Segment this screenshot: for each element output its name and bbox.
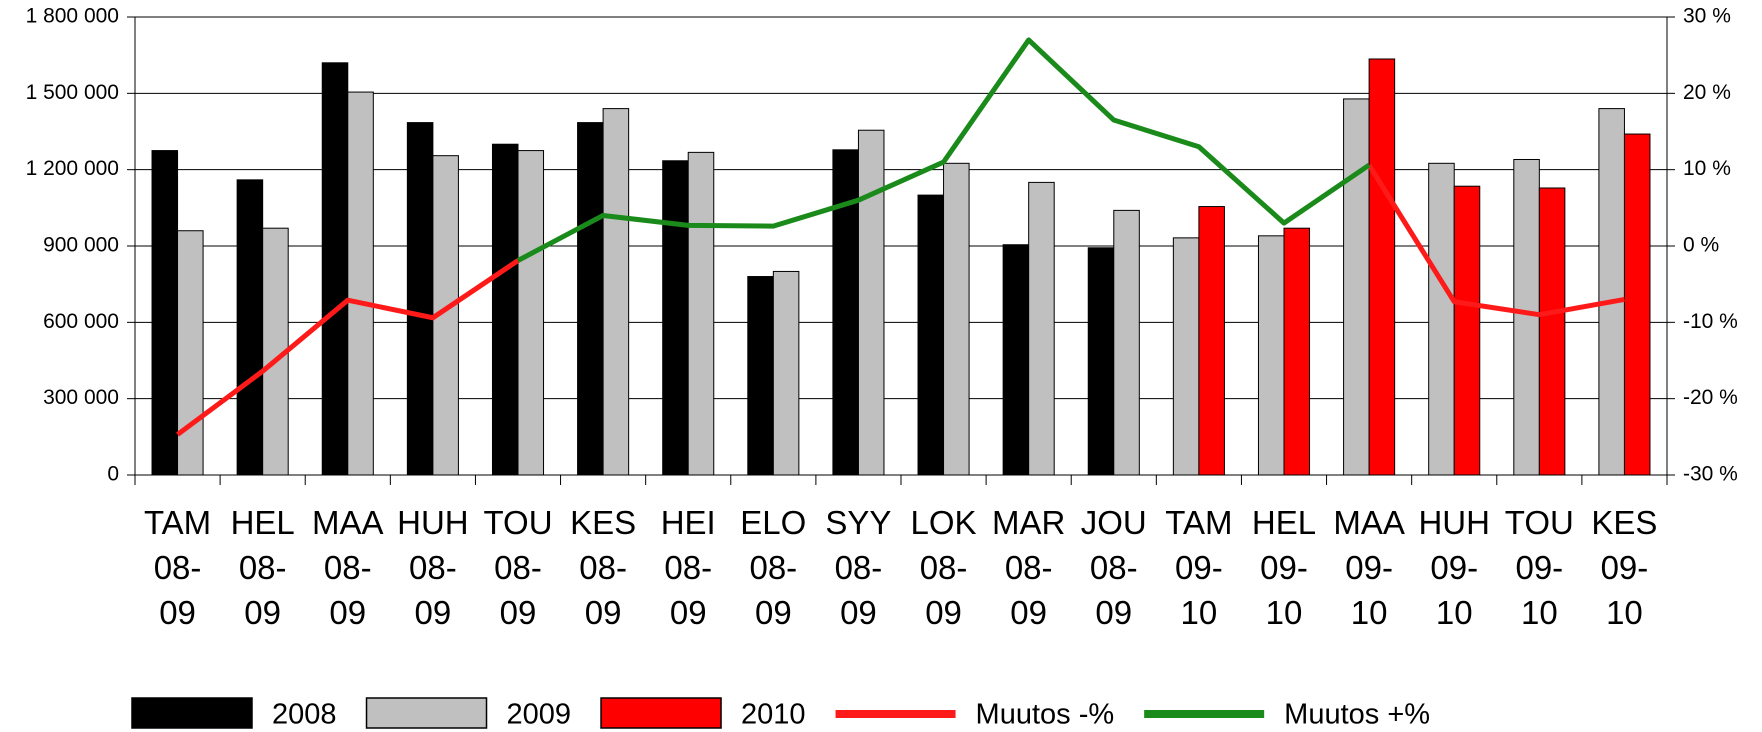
legend-swatch (365, 697, 488, 729)
bar (491, 143, 519, 476)
bar (1538, 187, 1566, 476)
x-tick-label: HEL 08-09 (231, 504, 295, 631)
bar (1172, 237, 1200, 476)
x-tick-label: HEI 08-09 (661, 504, 716, 631)
y2-tick-label: 30 % (1683, 5, 1731, 28)
bar (1343, 98, 1370, 476)
y-tick-label: 1 500 000 (26, 81, 119, 104)
bar (1002, 244, 1030, 476)
x-tick-label: MAA 09-10 (1333, 504, 1405, 631)
line (176, 163, 1625, 437)
x-tick-label: MAA 08-09 (312, 504, 384, 631)
y-tick-label: 1 200 000 (26, 157, 119, 180)
legend-swatch (131, 697, 253, 729)
legend-label: Muutos -% (976, 699, 1115, 731)
x-tick-label: ELO 08-09 (740, 504, 806, 631)
y2-tick-label: -30 % (1683, 463, 1738, 486)
y-tick-label: 300 000 (43, 386, 119, 409)
y2-tick-label: 20 % (1683, 81, 1731, 104)
bar (1428, 162, 1455, 476)
y-tick-label: 0 (107, 463, 119, 486)
x-tick-label: HUH 08-09 (397, 504, 469, 631)
legend-label: 2008 (272, 699, 337, 731)
bar (602, 108, 630, 476)
bar (1113, 209, 1140, 476)
bar (406, 122, 434, 476)
y-tick-label: 600 000 (43, 310, 119, 333)
y2-tick-label: 0 % (1683, 234, 1719, 257)
bar (1513, 158, 1540, 476)
bar (1623, 133, 1651, 476)
bar (177, 230, 204, 476)
bar (517, 150, 545, 476)
bar (772, 270, 800, 476)
bar (832, 149, 859, 476)
legend-swatch (600, 697, 722, 729)
x-tick-label: TAM 09-10 (1165, 504, 1232, 631)
bar (236, 179, 264, 476)
x-tick-label: JOU 08-09 (1081, 504, 1147, 631)
bar (577, 122, 604, 476)
x-tick-label: KES 09-10 (1591, 504, 1657, 631)
bar (151, 150, 179, 476)
bar (1283, 227, 1311, 476)
x-tick-label: KES 08-09 (570, 504, 636, 631)
y-tick-label: 1 800 000 (26, 5, 119, 28)
x-tick-label: TOU 09-10 (1505, 504, 1574, 631)
legend-label: 2010 (741, 699, 806, 731)
y2-tick-label: 10 % (1683, 157, 1731, 180)
bar (662, 160, 689, 476)
x-tick-label: LOK 08-09 (911, 504, 977, 631)
bar (1368, 58, 1396, 476)
bar (347, 91, 374, 476)
y-tick-label: 900 000 (43, 234, 119, 257)
x-tick-label: SYY 08-09 (825, 504, 891, 631)
y2-tick-label: -20 % (1683, 386, 1738, 409)
bar (1453, 185, 1481, 476)
bar (943, 162, 970, 476)
bar (687, 151, 715, 476)
legend-label: 2009 (507, 699, 572, 731)
bar (1028, 181, 1055, 476)
bar (1257, 235, 1285, 476)
y2-tick-label: -10 % (1683, 310, 1738, 333)
bar (917, 194, 945, 476)
x-tick-label: TAM 08-09 (144, 504, 211, 631)
x-tick-label: TOU 08-09 (483, 504, 552, 631)
line (516, 37, 1371, 263)
legend-label: Muutos +% (1284, 699, 1430, 731)
x-tick-label: HEL 09-10 (1252, 504, 1316, 631)
x-tick-label: MAR 08-09 (992, 504, 1065, 631)
x-tick-label: HUH 09-10 (1418, 504, 1490, 631)
bar (1087, 247, 1115, 476)
bar (1198, 206, 1225, 476)
bar (321, 62, 349, 476)
bar (747, 276, 774, 476)
bar (1598, 108, 1625, 476)
bar (857, 129, 885, 476)
